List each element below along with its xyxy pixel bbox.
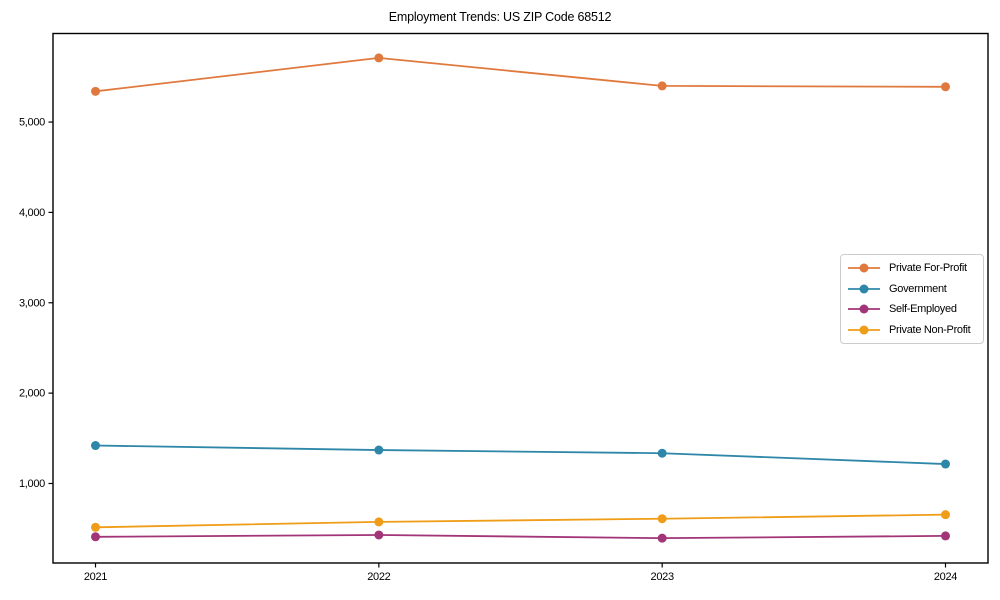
x-tick-label: 2024 [934, 571, 957, 583]
series-line-self-employed [95, 534, 946, 540]
data-point-private-non-profit [91, 522, 100, 532]
legend-label: Government [889, 282, 947, 295]
chart-title: Employment Trends: US ZIP Code 68512 [388, 10, 612, 24]
legend-label: Self-Employed [889, 303, 957, 316]
y-tick-label: 2,000 [19, 388, 45, 400]
legend-item: Government [847, 279, 977, 299]
data-point-self-employed [657, 533, 667, 543]
y-tick-label: 5,000 [19, 117, 45, 129]
series-line-private-for-profit [95, 56, 946, 93]
data-point-government [374, 445, 384, 455]
data-point-private-non-profit [941, 510, 950, 520]
data-point-private-for-profit [91, 86, 100, 96]
data-point-self-employed [91, 532, 100, 542]
data-point-private-non-profit [657, 514, 667, 524]
series-line-private-non-profit [95, 513, 946, 529]
data-point-self-employed [941, 531, 950, 541]
y-tick-label: 4,000 [19, 207, 45, 219]
data-point-private-non-profit [374, 517, 384, 527]
data-point-self-employed [374, 530, 384, 540]
legend-label: Private Non-Profit [889, 323, 971, 336]
legend-marker-icon [848, 325, 880, 335]
legend-item: Private Non-Profit [847, 320, 977, 340]
legend-item: Self-Employed [847, 299, 977, 319]
legend-marker-icon [848, 304, 880, 314]
x-tick-label: 2022 [367, 571, 390, 583]
legend-label: Private For-Profit [889, 262, 967, 275]
x-tick-label: 2021 [84, 571, 107, 583]
data-point-private-for-profit [374, 53, 384, 63]
legend-marker-icon [848, 263, 880, 273]
plot-frame [52, 32, 989, 564]
legend-marker-icon [848, 284, 880, 294]
legend-item: Private For-Profit [847, 258, 977, 278]
y-tick-label: 1,000 [19, 478, 45, 490]
data-point-government [941, 459, 950, 469]
data-point-private-for-profit [941, 82, 950, 92]
data-point-government [657, 448, 667, 458]
y-tick-label: 3,000 [19, 297, 45, 309]
legend: Private For-Profit Government Self-Employe… [840, 254, 984, 344]
x-tick-label: 2023 [651, 571, 674, 583]
data-point-private-for-profit [657, 81, 667, 91]
series-line-government [95, 444, 946, 465]
data-point-government [91, 441, 100, 451]
